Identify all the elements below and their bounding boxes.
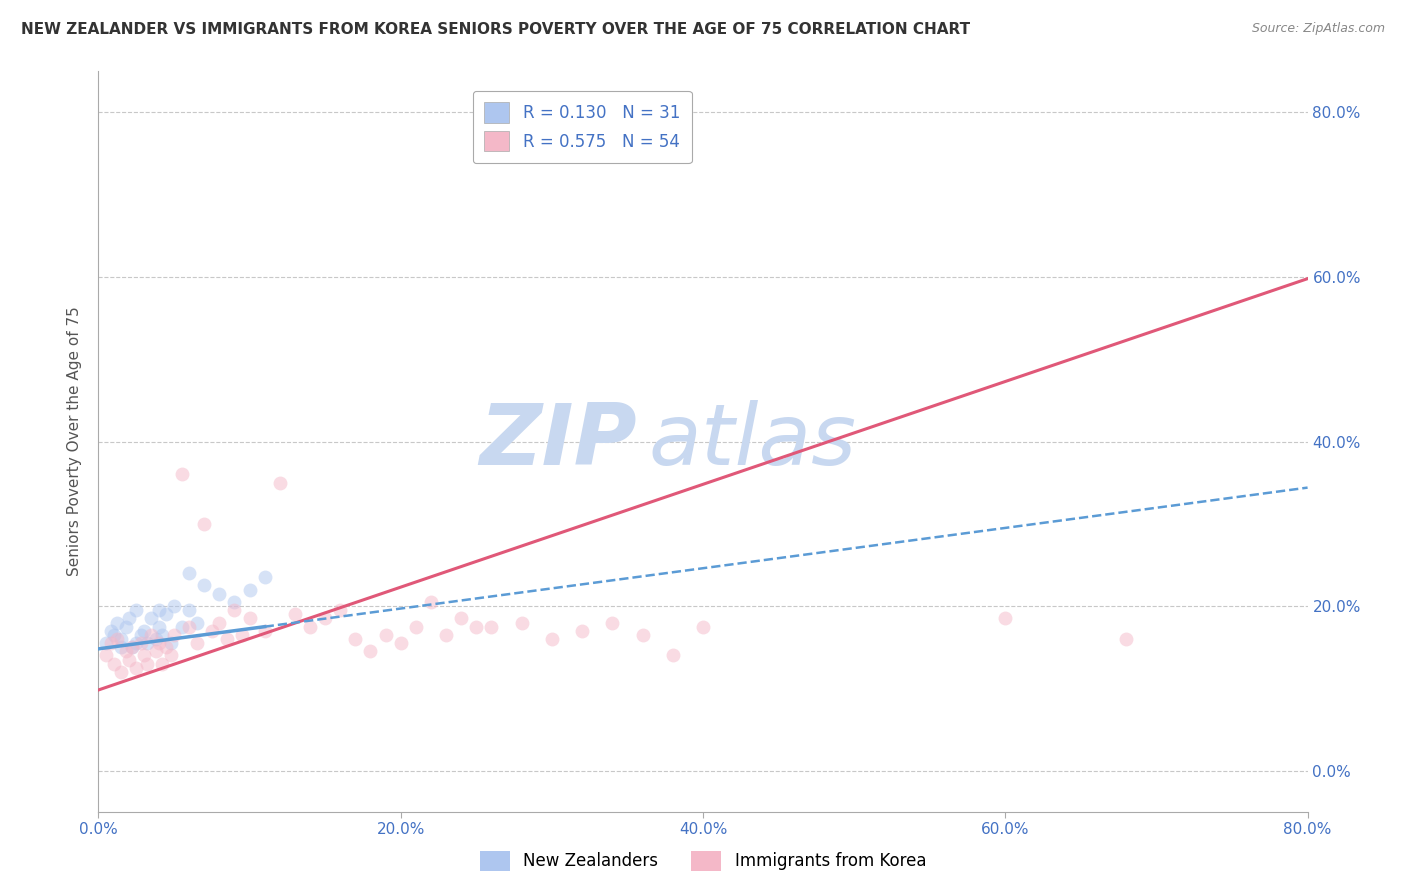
Point [602, 615, 624, 630]
Point [170, 619, 193, 633]
Point [94, 636, 117, 650]
Point [239, 611, 262, 625]
Point [141, 628, 163, 642]
Point [344, 632, 367, 646]
Point [1115, 632, 1137, 646]
Point [179, 603, 201, 617]
Point [193, 516, 215, 531]
Point [389, 636, 412, 650]
Point [170, 467, 193, 482]
Point [405, 619, 427, 633]
Point [118, 611, 141, 625]
Point [160, 636, 183, 650]
Point [110, 632, 132, 646]
Point [105, 632, 128, 646]
Point [314, 611, 336, 625]
Point [121, 640, 143, 655]
Point [179, 619, 201, 633]
Point [145, 632, 167, 646]
Text: Source: ZipAtlas.com: Source: ZipAtlas.com [1251, 22, 1385, 36]
Point [145, 644, 167, 658]
Point [215, 632, 238, 646]
Text: NEW ZEALANDER VS IMMIGRANTS FROM KOREA SENIORS POVERTY OVER THE AGE OF 75 CORREL: NEW ZEALANDER VS IMMIGRANTS FROM KOREA S… [21, 22, 970, 37]
Point [129, 636, 152, 650]
Point [201, 624, 224, 638]
Point [125, 661, 148, 675]
Point [269, 475, 291, 490]
Point [103, 628, 125, 642]
Point [163, 628, 186, 642]
Point [692, 619, 714, 633]
Point [103, 657, 125, 671]
Point [186, 615, 208, 630]
Point [114, 644, 136, 658]
Point [148, 603, 170, 617]
Point [193, 578, 215, 592]
Point [208, 615, 231, 630]
Point [94, 648, 117, 663]
Point [110, 640, 132, 655]
Point [132, 624, 155, 638]
Point [141, 611, 163, 625]
Point [110, 665, 132, 679]
Point [135, 657, 157, 671]
Point [100, 636, 122, 650]
Point [253, 570, 276, 584]
Point [434, 628, 457, 642]
Point [420, 595, 443, 609]
Legend: R = 0.130   N = 31, R = 0.575   N = 54: R = 0.130 N = 31, R = 0.575 N = 54 [472, 91, 692, 163]
Point [231, 628, 253, 642]
Point [150, 628, 173, 642]
Point [129, 628, 152, 642]
Point [186, 636, 208, 650]
Y-axis label: Seniors Poverty Over the Age of 75: Seniors Poverty Over the Age of 75 [67, 307, 83, 576]
Point [661, 648, 683, 663]
Point [148, 636, 170, 650]
Point [121, 640, 143, 655]
Point [510, 615, 533, 630]
Point [239, 582, 262, 597]
Point [160, 648, 183, 663]
Point [150, 657, 173, 671]
Legend: New Zealanders, Immigrants from Korea: New Zealanders, Immigrants from Korea [471, 842, 935, 880]
Point [224, 603, 246, 617]
Point [360, 644, 382, 658]
Point [105, 615, 128, 630]
Point [374, 628, 396, 642]
Point [329, 603, 352, 617]
Text: ZIP: ZIP [479, 400, 637, 483]
Point [118, 652, 141, 666]
Point [148, 619, 170, 633]
Point [114, 619, 136, 633]
Point [163, 599, 186, 613]
Point [540, 632, 562, 646]
Point [125, 603, 148, 617]
Point [299, 619, 322, 633]
Point [100, 624, 122, 638]
Point [631, 628, 654, 642]
Text: atlas: atlas [648, 400, 856, 483]
Point [253, 624, 276, 638]
Point [571, 624, 593, 638]
Point [481, 619, 503, 633]
Point [284, 607, 307, 622]
Point [465, 619, 488, 633]
Point [155, 607, 177, 622]
Point [125, 636, 148, 650]
Point [208, 587, 231, 601]
Point [135, 636, 157, 650]
Point [132, 648, 155, 663]
Point [994, 611, 1017, 625]
Point [155, 640, 177, 655]
Point [450, 611, 472, 625]
Point [179, 566, 201, 581]
Point [224, 595, 246, 609]
